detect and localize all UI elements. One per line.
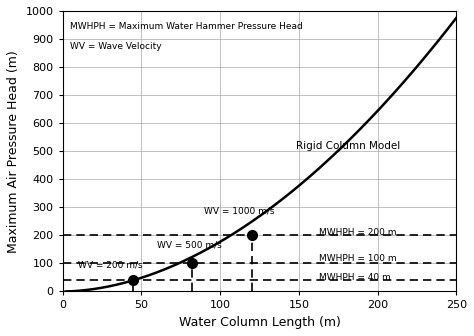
Text: WV = 200 m/s: WV = 200 m/s <box>78 260 143 269</box>
Text: Rigid Column Model: Rigid Column Model <box>296 140 400 151</box>
Y-axis label: Maximum Air Pressure Head (m): Maximum Air Pressure Head (m) <box>7 50 20 253</box>
Text: WV = 500 m/s: WV = 500 m/s <box>157 240 222 249</box>
Text: MWHPH = 40 m: MWHPH = 40 m <box>319 273 391 282</box>
Text: WV = 1000 m/s: WV = 1000 m/s <box>204 207 275 216</box>
X-axis label: Water Column Length (m): Water Column Length (m) <box>179 316 340 329</box>
Text: MWHPH = Maximum Water Hammer Pressure Head: MWHPH = Maximum Water Hammer Pressure He… <box>71 22 303 31</box>
Text: MWHPH = 200 m: MWHPH = 200 m <box>319 228 397 237</box>
Text: MWHPH = 100 m: MWHPH = 100 m <box>319 254 397 263</box>
Text: WV = Wave Velocity: WV = Wave Velocity <box>71 42 162 51</box>
